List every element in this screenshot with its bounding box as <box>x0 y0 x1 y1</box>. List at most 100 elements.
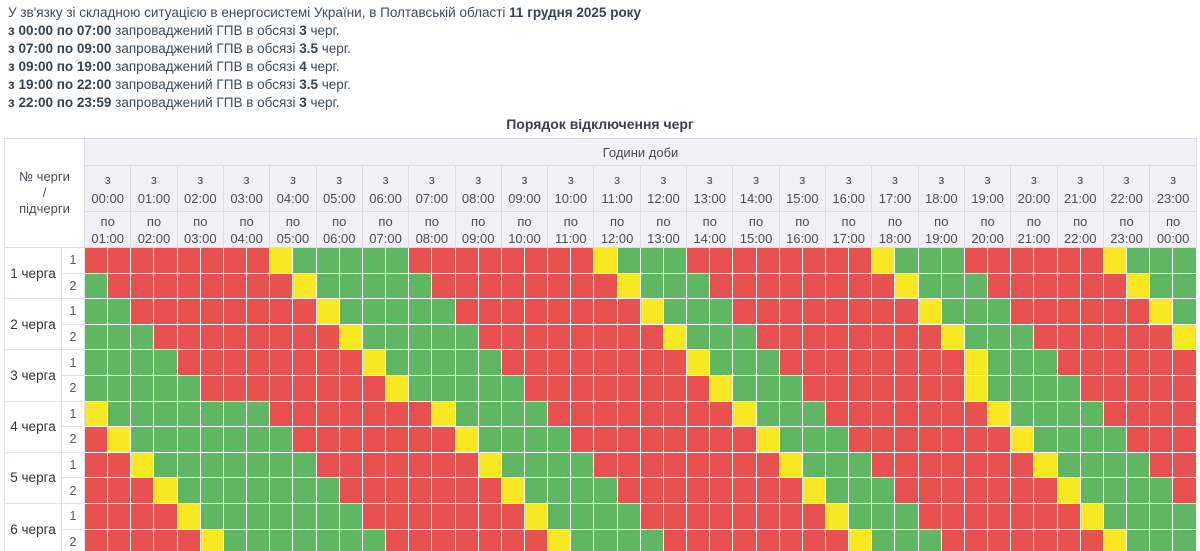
slot-cell <box>709 349 734 376</box>
slot-cell <box>431 400 456 428</box>
slot-cell <box>199 400 224 428</box>
slot-cell <box>1056 298 1081 325</box>
slot-cell <box>153 298 178 325</box>
slot-cell <box>917 451 942 479</box>
slot-cell <box>408 451 433 479</box>
slot-cell <box>686 400 711 428</box>
slot-cell <box>639 247 664 274</box>
slot-cell <box>1010 374 1035 402</box>
slot-cell <box>1033 400 1058 428</box>
slot-cell <box>825 374 850 402</box>
slot-cell <box>709 426 734 453</box>
slot-cell <box>547 528 572 551</box>
slot-cell <box>732 400 757 428</box>
slot-cell <box>431 247 456 274</box>
hour-to-cell: по 03:00 <box>176 211 224 248</box>
intro-line-situation: У зв'язку зі складною ситуацією в енерго… <box>8 4 1200 22</box>
slot-cell <box>408 323 433 351</box>
slot-cell <box>1102 298 1128 325</box>
slot-cell <box>361 477 387 504</box>
slot-cell <box>385 528 410 551</box>
time-range-bold: з 00:00 по 07:00 <box>8 23 112 38</box>
slot-cell <box>130 451 155 479</box>
slot-cell <box>593 323 618 351</box>
slot-cell <box>1149 528 1174 551</box>
slot-cell <box>593 349 618 376</box>
slot-cell <box>639 374 664 402</box>
slot-cell <box>570 502 595 530</box>
slot-cell <box>1102 247 1128 274</box>
slot-cell <box>570 374 595 402</box>
table-row: 2 <box>5 374 1197 402</box>
hour-to-cell: по 10:00 <box>500 211 549 248</box>
slot-cell <box>1126 451 1151 479</box>
slot-cell <box>385 272 410 300</box>
slot-cell <box>338 349 363 376</box>
slot-cell <box>1010 400 1035 428</box>
slot-cell <box>570 349 595 376</box>
slot-cell <box>940 400 965 428</box>
slot-cell <box>130 528 155 551</box>
hour-from-cell: з 18:00 <box>917 165 965 212</box>
slot-cell <box>338 528 363 551</box>
slot-cell <box>825 528 850 551</box>
slot-cell <box>917 272 942 300</box>
slot-cell <box>755 528 780 551</box>
slot-cell <box>176 349 201 376</box>
slot-cell <box>894 426 919 453</box>
slot-cell <box>107 451 132 479</box>
hour-from-cell: з 11:00 <box>593 165 641 212</box>
slot-cell <box>662 528 688 551</box>
slot-cell <box>963 400 989 428</box>
slot-cell <box>153 272 178 300</box>
slot-cell <box>153 528 178 551</box>
slot-cell <box>755 272 780 300</box>
slot-cell <box>1033 247 1058 274</box>
slot-cell <box>639 477 664 504</box>
slot-cell <box>1010 323 1035 351</box>
slot-cell <box>917 502 942 530</box>
slot-cell <box>269 349 294 376</box>
slot-cell <box>639 451 664 479</box>
slot-cell <box>315 528 340 551</box>
slot-cell <box>917 298 942 325</box>
table-row: 5 черга 1 <box>4 451 1197 504</box>
slot-cell <box>593 426 618 453</box>
subqueue-number: 1 <box>60 349 86 376</box>
slot-cell <box>963 298 989 325</box>
slot-cell <box>940 247 965 274</box>
slot-cell <box>361 502 387 530</box>
slot-cell <box>778 349 803 376</box>
slot-cell <box>292 400 317 428</box>
slot-cell <box>84 502 109 530</box>
slot-cell <box>454 247 479 274</box>
slot-cell <box>871 528 896 551</box>
slot-cell <box>871 298 896 325</box>
slot-cell <box>1033 451 1058 479</box>
table-row: 3 черга 1 <box>4 349 1197 402</box>
slot-cell <box>570 451 595 479</box>
hour-from-cell: з 03:00 <box>222 165 271 212</box>
slot-cell <box>963 272 989 300</box>
slot-cell <box>616 374 641 402</box>
hour-from-cell: з 08:00 <box>454 165 502 212</box>
slot-cell <box>523 426 549 453</box>
slot-cell <box>1102 400 1128 428</box>
slot-cell <box>871 477 896 504</box>
slot-cell <box>431 502 456 530</box>
slot-cell <box>616 528 641 551</box>
slot-cell <box>199 451 224 479</box>
slot-cell <box>361 272 387 300</box>
slot-cell <box>825 426 850 453</box>
slot-cell <box>848 477 873 504</box>
slot-cell <box>1102 477 1128 504</box>
subqueue-number: 2 <box>60 426 86 453</box>
slot-cell <box>709 298 734 325</box>
slot-cell <box>1126 374 1151 402</box>
slot-cell <box>1056 400 1081 428</box>
slot-cell <box>1010 298 1035 325</box>
slot-cell <box>477 502 502 530</box>
slot-cell <box>987 272 1012 300</box>
slot-cell <box>431 451 456 479</box>
slot-cell <box>848 374 873 402</box>
